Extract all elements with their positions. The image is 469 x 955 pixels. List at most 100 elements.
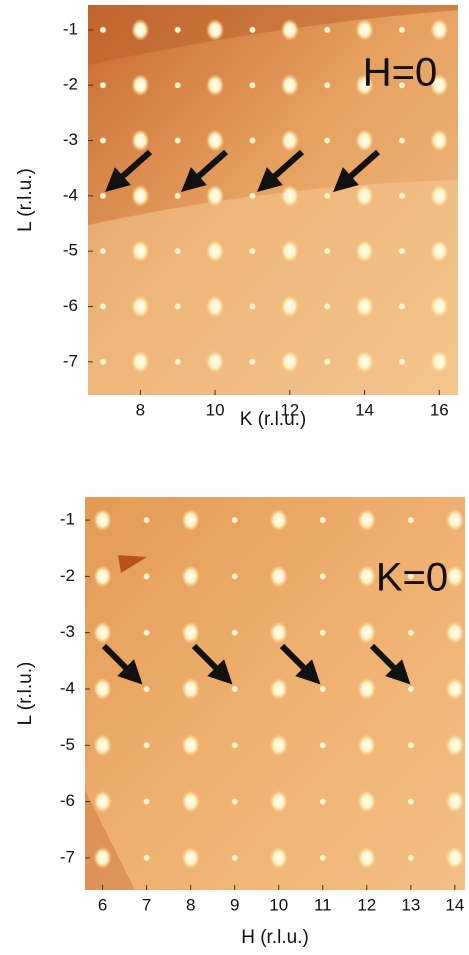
diffraction-spot <box>319 629 326 636</box>
x-tick-label: 6 <box>98 895 107 914</box>
y-tick-label: -3 <box>60 622 75 641</box>
diffraction-spot <box>430 240 449 263</box>
diffraction-spot <box>143 742 150 749</box>
diffraction-spot <box>357 621 376 644</box>
x-tick-label: 13 <box>401 895 420 914</box>
diffraction-spot <box>249 82 256 89</box>
arrow <box>257 149 304 192</box>
diffraction-spot <box>319 798 326 805</box>
diffraction-spot <box>319 517 326 524</box>
y-tick-label: -7 <box>63 351 78 370</box>
diffraction-spot <box>357 509 376 532</box>
diffraction-spot <box>231 685 238 692</box>
diffraction-spot <box>324 82 331 89</box>
diffraction-spot <box>206 129 225 152</box>
diffraction-spot <box>181 509 200 532</box>
diffraction-spot <box>445 846 464 869</box>
diffraction-spot <box>324 26 331 33</box>
diffraction-spot <box>99 82 106 89</box>
diffraction-spot <box>269 565 288 588</box>
diffraction-spot <box>206 350 225 373</box>
x-tick-label: 12 <box>357 895 376 914</box>
x-tick-label: 14 <box>445 895 464 914</box>
x-axis-label: K (r.l.u.) <box>240 409 307 430</box>
shadow-band <box>88 5 458 65</box>
diffraction-spot <box>181 790 200 813</box>
diffraction-spot <box>398 358 405 365</box>
arrow <box>191 643 233 685</box>
diffraction-spot <box>357 846 376 869</box>
diffraction-spot <box>445 509 464 532</box>
diffraction-spot <box>269 677 288 700</box>
diffraction-spot <box>430 74 449 97</box>
y-axis-label: L (r.l.u.) <box>15 168 36 232</box>
diffraction-spot <box>398 303 405 310</box>
diffraction-spot <box>174 358 181 365</box>
diffraction-spot <box>355 240 374 263</box>
diffraction-spot <box>355 350 374 373</box>
diffraction-spot <box>99 192 106 199</box>
y-tick-label: -6 <box>60 791 75 810</box>
diffraction-spot <box>355 184 374 207</box>
y-tick-label: -2 <box>60 566 75 585</box>
diffraction-spot <box>93 621 112 644</box>
diffraction-spot <box>324 192 331 199</box>
diffraction-spot <box>131 350 150 373</box>
diffraction-spot <box>357 790 376 813</box>
diffraction-spot <box>398 248 405 255</box>
diffraction-spot <box>99 358 106 365</box>
shadow-band <box>88 180 458 395</box>
diffraction-spot <box>407 742 414 749</box>
diffraction-spot <box>181 565 200 588</box>
diffraction-spot <box>445 734 464 757</box>
arrow <box>101 643 143 685</box>
diffraction-spot <box>407 685 414 692</box>
marker-shape <box>118 555 147 573</box>
diffraction-spot <box>206 18 225 41</box>
diffraction-spot <box>280 295 299 318</box>
diffraction-spot <box>231 742 238 749</box>
diffraction-spot <box>407 573 414 580</box>
diffraction-spot <box>143 629 150 636</box>
diffraction-spot <box>280 18 299 41</box>
diffraction-spot <box>131 184 150 207</box>
panel-label: H=0 <box>363 51 438 95</box>
diffraction-spot <box>131 74 150 97</box>
diffraction-spot <box>231 798 238 805</box>
diffraction-spot <box>280 350 299 373</box>
diffraction-spot <box>206 240 225 263</box>
diffraction-spot <box>269 790 288 813</box>
diffraction-spot <box>398 82 405 89</box>
diffraction-spot <box>319 742 326 749</box>
diffraction-spot <box>206 295 225 318</box>
diffraction-spot <box>206 74 225 97</box>
diffraction-spot <box>280 129 299 152</box>
diffraction-spot <box>430 295 449 318</box>
diffraction-spot <box>357 734 376 757</box>
diffraction-spot <box>445 565 464 588</box>
diffraction-spot <box>131 295 150 318</box>
diffraction-spot <box>269 846 288 869</box>
diffraction-spot <box>174 248 181 255</box>
diffraction-spot <box>430 18 449 41</box>
x-tick-label: 10 <box>206 400 225 419</box>
y-tick-label: -7 <box>60 847 75 866</box>
diffraction-spot <box>181 846 200 869</box>
diffraction-spot <box>93 565 112 588</box>
diffraction-spot <box>280 74 299 97</box>
diffraction-spot <box>143 685 150 692</box>
diffraction-spot <box>445 621 464 644</box>
diffraction-spot <box>131 129 150 152</box>
diffraction-spot <box>99 137 106 144</box>
diffraction-spot <box>324 248 331 255</box>
diffraction-spot <box>181 621 200 644</box>
diffraction-spot <box>181 734 200 757</box>
diffraction-spot <box>319 685 326 692</box>
arrow <box>181 149 228 192</box>
diffraction-spot <box>445 790 464 813</box>
diffraction-spot <box>231 629 238 636</box>
diffraction-spot <box>355 18 374 41</box>
diffraction-spot <box>131 18 150 41</box>
x-tick-label: 10 <box>269 895 288 914</box>
